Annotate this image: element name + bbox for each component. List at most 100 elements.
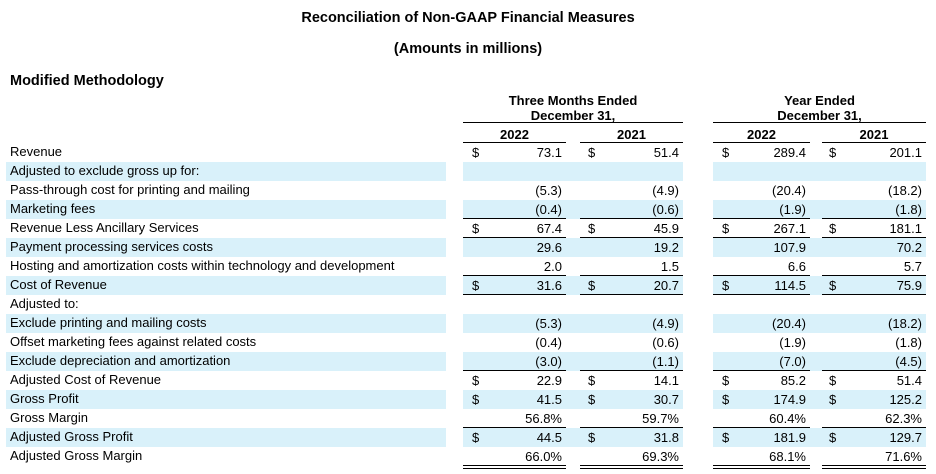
cell-value: 51.4 <box>653 145 679 160</box>
cell-value: (3.0) <box>535 354 562 369</box>
dollar-sign: $ <box>472 392 480 407</box>
cell-double-underline <box>713 465 810 469</box>
cell-value: 59.7% <box>642 411 679 426</box>
year-rule-y-2021 <box>822 142 926 143</box>
cell-value: (1.9) <box>779 335 806 350</box>
dollar-sign: $ <box>829 430 837 445</box>
dollar-sign: $ <box>722 278 730 293</box>
cell-value: (5.3) <box>535 316 562 331</box>
year-rule-y-2022 <box>713 142 810 143</box>
year-rule-q-2021 <box>580 142 683 143</box>
table-row: Revenue $73.1 $51.4 $289.4 $201.1 <box>0 143 936 162</box>
row-label: Adjusted to exclude gross up for: <box>10 163 200 178</box>
cell-value: 68.1% <box>769 449 806 464</box>
dollar-sign: $ <box>829 278 837 293</box>
year-header-y-2021: 2021 <box>859 127 889 142</box>
row-label: Gross Profit <box>10 391 79 406</box>
cell-value: (0.4) <box>535 335 562 350</box>
cell-value: 22.9 <box>536 373 562 388</box>
cell-value: (4.5) <box>895 354 922 369</box>
cell-value: 31.6 <box>536 278 562 293</box>
cell-value: (0.6) <box>652 202 679 217</box>
row-shading <box>463 390 683 409</box>
row-shading <box>713 428 926 447</box>
cell-underline <box>463 294 566 295</box>
cell-underline <box>713 427 810 428</box>
header-three-months: Three Months Ended December 31, <box>463 93 683 123</box>
cell-value: 85.2 <box>780 373 806 388</box>
year-header-q-2021: 2021 <box>617 127 646 142</box>
cell-value: 19.2 <box>653 240 679 255</box>
cell-underline <box>822 237 926 238</box>
dollar-sign: $ <box>588 392 596 407</box>
row-label: Adjusted to: <box>10 296 79 311</box>
row-shading <box>713 238 926 257</box>
cell-value: (0.4) <box>535 202 562 217</box>
cell-value: (1.8) <box>895 335 922 350</box>
cell-underline <box>580 218 683 219</box>
row-shading <box>713 276 926 295</box>
header-three-months-line2: December 31, <box>530 108 616 123</box>
table-row: Adjusted Gross Profit $44.5 $31.8 $181.9 $12… <box>0 428 936 447</box>
table-row: Pass-through cost for printing and maili… <box>0 181 936 200</box>
row-label: Exclude printing and mailing costs <box>10 315 207 330</box>
row-label: Exclude depreciation and amortization <box>10 353 231 368</box>
row-shading <box>6 200 446 219</box>
cell-value: 20.7 <box>653 278 679 293</box>
cell-value: (18.2) <box>888 316 922 331</box>
dollar-sign: $ <box>722 221 730 236</box>
row-shading <box>6 238 446 257</box>
dollar-sign: $ <box>829 373 837 388</box>
cell-value: (18.2) <box>888 183 922 198</box>
table-row: Adjusted to: <box>0 295 936 314</box>
dollar-sign: $ <box>472 430 480 445</box>
row-label: Gross Margin <box>10 410 89 425</box>
table-row: Revenue Less Ancillary Services $67.4 $45.… <box>0 219 936 238</box>
dollar-sign: $ <box>588 430 596 445</box>
cell-value: 70.2 <box>896 240 922 255</box>
header-three-months-line1: Three Months Ended <box>508 93 638 108</box>
cell-value: 75.9 <box>896 278 922 293</box>
row-shading <box>6 428 446 447</box>
dollar-sign: $ <box>472 373 480 388</box>
cell-underline <box>713 275 810 276</box>
cell-value: 69.3% <box>642 449 679 464</box>
cell-value: (1.9) <box>779 202 806 217</box>
report-title: Reconciliation of Non-GAAP Financial Mea… <box>301 10 635 26</box>
cell-value: (20.4) <box>772 316 806 331</box>
cell-value: (4.9) <box>652 183 679 198</box>
cell-underline <box>713 294 810 295</box>
dollar-sign: $ <box>829 221 837 236</box>
cell-value: 41.5 <box>536 392 562 407</box>
cell-value: 267.1 <box>773 221 806 236</box>
cell-underline <box>580 275 683 276</box>
table-row: Gross Margin 56.8% 59.7% 60.4% 62.3% <box>0 409 936 428</box>
dollar-sign: $ <box>829 145 837 160</box>
table-row: Exclude printing and mailing costs (5.3) (… <box>0 314 936 333</box>
cell-value: (1.8) <box>895 202 922 217</box>
row-shading <box>713 390 926 409</box>
dollar-sign: $ <box>829 392 837 407</box>
section-heading: Modified Methodology <box>10 73 164 89</box>
header-year-line1: Year Ended <box>784 93 855 108</box>
cell-value: 62.3% <box>885 411 922 426</box>
dollar-sign: $ <box>722 430 730 445</box>
cell-value: 44.5 <box>536 430 562 445</box>
cell-underline <box>822 294 926 295</box>
cell-underline <box>713 237 810 238</box>
dollar-sign: $ <box>472 278 480 293</box>
table-row: Adjusted Cost of Revenue $22.9 $14.1 $85.2 $… <box>0 371 936 390</box>
cell-double-underline <box>822 465 926 469</box>
row-shading <box>463 428 683 447</box>
cell-value: 71.6% <box>885 449 922 464</box>
dollar-sign: $ <box>588 278 596 293</box>
row-shading <box>463 200 683 219</box>
cell-value: 125.2 <box>889 392 922 407</box>
table-row: Marketing fees (0.4) (0.6) (1.9) (1.8) <box>0 200 936 219</box>
cell-underline <box>580 294 683 295</box>
dollar-sign: $ <box>588 145 596 160</box>
row-shading <box>6 314 446 333</box>
cell-value: (20.4) <box>772 183 806 198</box>
cell-underline <box>580 370 683 371</box>
cell-value: 2.0 <box>543 259 562 274</box>
